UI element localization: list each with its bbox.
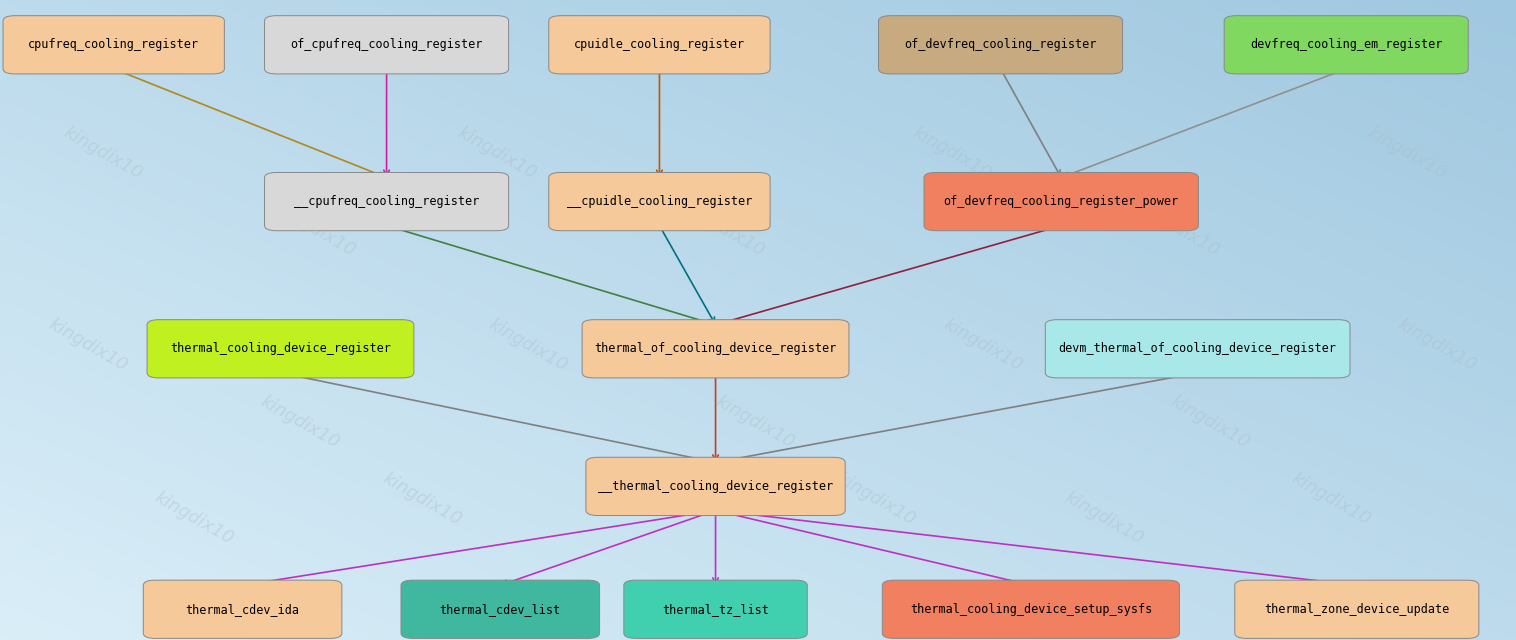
Text: thermal_cdev_ida: thermal_cdev_ida (185, 603, 300, 616)
FancyBboxPatch shape (1234, 580, 1478, 639)
FancyBboxPatch shape (549, 15, 770, 74)
Text: kingdix10: kingdix10 (485, 316, 570, 375)
Text: kingdix10: kingdix10 (682, 200, 767, 260)
Text: kingdix10: kingdix10 (1364, 124, 1449, 183)
Text: of_cpufreq_cooling_register: of_cpufreq_cooling_register (291, 38, 482, 51)
Text: thermal_zone_device_update: thermal_zone_device_update (1264, 603, 1449, 616)
Text: kingdix10: kingdix10 (1137, 200, 1222, 260)
Text: __cpufreq_cooling_register: __cpufreq_cooling_register (294, 195, 479, 208)
FancyBboxPatch shape (549, 172, 770, 230)
Text: kingdix10: kingdix10 (258, 392, 343, 452)
FancyBboxPatch shape (923, 172, 1198, 230)
Text: thermal_cooling_device_setup_sysfs: thermal_cooling_device_setup_sysfs (910, 603, 1152, 616)
Text: kingdix10: kingdix10 (713, 392, 797, 452)
Text: of_devfreq_cooling_register: of_devfreq_cooling_register (905, 38, 1096, 51)
Text: kingdix10: kingdix10 (45, 316, 130, 375)
Text: cpuidle_cooling_register: cpuidle_cooling_register (575, 38, 744, 51)
Text: kingdix10: kingdix10 (379, 469, 464, 529)
FancyBboxPatch shape (147, 319, 414, 378)
Text: kingdix10: kingdix10 (940, 316, 1025, 375)
FancyBboxPatch shape (1045, 319, 1349, 378)
FancyBboxPatch shape (879, 15, 1122, 74)
FancyBboxPatch shape (585, 457, 844, 516)
Text: thermal_tz_list: thermal_tz_list (662, 603, 769, 616)
Text: kingdix10: kingdix10 (834, 469, 919, 529)
FancyBboxPatch shape (400, 580, 599, 639)
FancyBboxPatch shape (625, 580, 807, 639)
FancyBboxPatch shape (264, 15, 508, 74)
FancyBboxPatch shape (582, 319, 849, 378)
Text: kingdix10: kingdix10 (1061, 488, 1146, 548)
FancyBboxPatch shape (3, 15, 224, 74)
Text: __thermal_cooling_device_register: __thermal_cooling_device_register (597, 480, 834, 493)
Text: thermal_cdev_list: thermal_cdev_list (440, 603, 561, 616)
FancyBboxPatch shape (882, 580, 1179, 639)
Text: kingdix10: kingdix10 (1395, 316, 1480, 375)
Text: of_devfreq_cooling_register_power: of_devfreq_cooling_register_power (943, 195, 1179, 208)
Text: kingdix10: kingdix10 (1289, 469, 1373, 529)
Text: cpufreq_cooling_register: cpufreq_cooling_register (29, 38, 199, 51)
Text: thermal_cooling_device_register: thermal_cooling_device_register (170, 342, 391, 355)
Text: thermal_of_cooling_device_register: thermal_of_cooling_device_register (594, 342, 837, 355)
Text: devfreq_cooling_em_register: devfreq_cooling_em_register (1251, 38, 1442, 51)
Text: kingdix10: kingdix10 (152, 488, 236, 548)
Text: kingdix10: kingdix10 (455, 124, 540, 183)
Text: devm_thermal_of_cooling_device_register: devm_thermal_of_cooling_device_register (1058, 342, 1337, 355)
Text: kingdix10: kingdix10 (61, 124, 146, 183)
Text: kingdix10: kingdix10 (910, 124, 994, 183)
FancyBboxPatch shape (143, 580, 343, 639)
Text: __cpuidle_cooling_register: __cpuidle_cooling_register (567, 195, 752, 208)
Text: kingdix10: kingdix10 (1167, 392, 1252, 452)
FancyBboxPatch shape (264, 172, 508, 230)
Text: kingdix10: kingdix10 (273, 200, 358, 260)
FancyBboxPatch shape (1225, 15, 1467, 74)
